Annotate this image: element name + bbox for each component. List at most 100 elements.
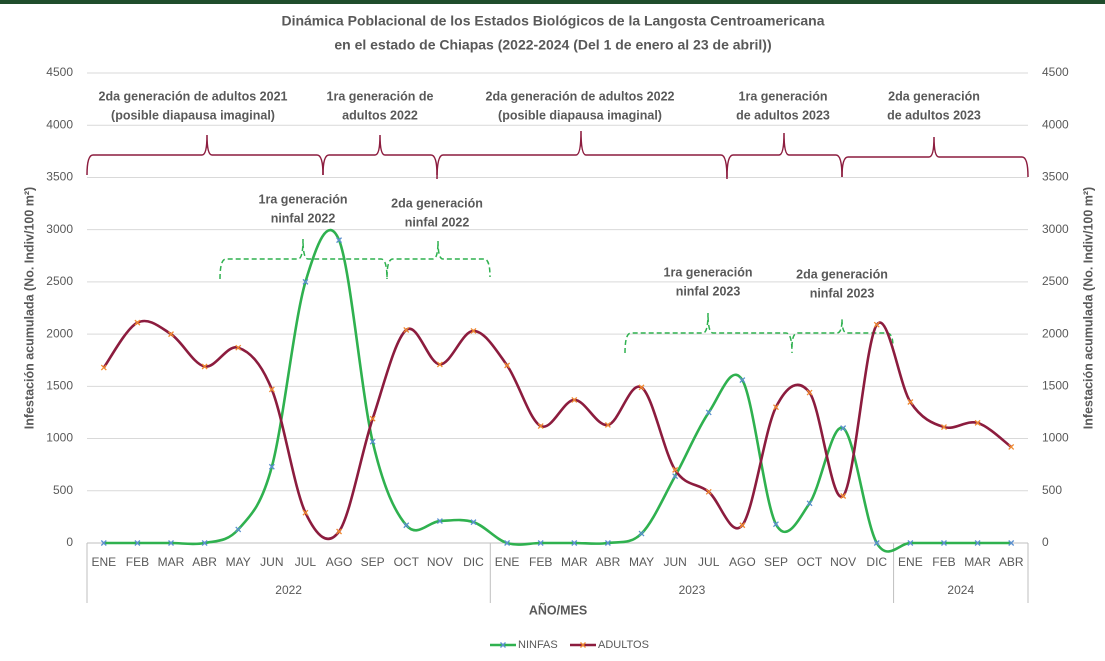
annotation: adultos 2022 bbox=[342, 108, 418, 122]
data-marker bbox=[369, 415, 376, 422]
x-tick-label: MAR bbox=[561, 555, 588, 569]
data-marker bbox=[840, 493, 847, 499]
data-marker bbox=[235, 344, 242, 351]
x-tick-label: DIC bbox=[463, 555, 484, 569]
data-marker bbox=[436, 361, 443, 368]
y2-tick-label: 3000 bbox=[1042, 222, 1069, 236]
y-tick-label: 4000 bbox=[46, 117, 73, 131]
y2-tick-label: 3500 bbox=[1042, 170, 1069, 184]
y-tick-label: 2000 bbox=[46, 326, 73, 340]
y-tick-label: 1000 bbox=[46, 431, 73, 445]
annotation: 1ra generación bbox=[664, 265, 753, 279]
x-tick-label: JUL bbox=[698, 555, 720, 569]
data-marker bbox=[201, 363, 208, 370]
x-tick-label: NOV bbox=[830, 555, 856, 569]
data-marker bbox=[974, 540, 981, 546]
data-marker bbox=[302, 509, 309, 516]
legend-marker bbox=[500, 642, 506, 648]
chart-title: Dinámica Poblacional de los Estados Biol… bbox=[281, 13, 824, 29]
data-marker bbox=[974, 419, 981, 426]
x-tick-label: ENE bbox=[91, 555, 116, 569]
data-marker bbox=[571, 540, 578, 546]
x-group-label: 2024 bbox=[947, 583, 974, 597]
y2-tick-label: 0 bbox=[1042, 535, 1049, 549]
data-marker bbox=[168, 540, 174, 546]
data-marker bbox=[1008, 443, 1015, 450]
data-marker bbox=[201, 540, 208, 546]
annotation: 2da generación bbox=[888, 89, 980, 103]
annotation: (posible diapausa imaginal) bbox=[498, 108, 662, 122]
x-tick-label: ENE bbox=[898, 555, 923, 569]
annotation: 2da generación bbox=[391, 196, 483, 210]
annotation: 2da generación bbox=[796, 267, 888, 281]
y-tick-label: 0 bbox=[66, 535, 73, 549]
y2-tick-label: 2500 bbox=[1042, 274, 1069, 288]
data-marker bbox=[739, 522, 746, 529]
bracket bbox=[322, 134, 438, 176]
y-tick-label: 2500 bbox=[46, 274, 73, 288]
data-marker bbox=[907, 540, 914, 546]
annotation: 2da generación de adultos 2021 bbox=[99, 89, 288, 103]
top-bar bbox=[0, 0, 1105, 4]
data-marker bbox=[840, 425, 847, 432]
x-tick-label: AGO bbox=[326, 555, 353, 569]
data-marker bbox=[336, 528, 343, 535]
data-marker bbox=[100, 540, 107, 546]
data-marker bbox=[302, 278, 309, 285]
data-marker bbox=[873, 321, 880, 328]
x-tick-label: SEP bbox=[361, 555, 385, 569]
legend-label: NINFAS bbox=[518, 639, 558, 651]
annotation: de adultos 2023 bbox=[887, 108, 981, 122]
data-marker bbox=[436, 518, 443, 525]
data-marker bbox=[168, 331, 174, 338]
data-marker bbox=[638, 530, 645, 537]
data-marker bbox=[772, 404, 779, 411]
data-marker bbox=[941, 424, 947, 431]
y2-tick-label: 500 bbox=[1042, 483, 1062, 497]
x-tick-label: MAY bbox=[226, 555, 251, 569]
data-marker bbox=[873, 540, 880, 546]
data-marker bbox=[705, 409, 712, 416]
bracket bbox=[386, 240, 491, 278]
x-tick-label: ABR bbox=[999, 555, 1024, 569]
data-marker bbox=[672, 473, 679, 480]
y2-tick-label: 4000 bbox=[1042, 117, 1069, 131]
bracket bbox=[436, 130, 728, 180]
x-tick-label: ENE bbox=[495, 555, 520, 569]
x-tick-label: OCT bbox=[797, 555, 823, 569]
x-tick-label: NOV bbox=[427, 555, 453, 569]
x-tick-label: MAY bbox=[629, 555, 654, 569]
y2-axis-label: Infestación acumulada (No. Indiv/100 m²) bbox=[1081, 187, 1095, 429]
data-marker bbox=[638, 384, 645, 391]
data-marker bbox=[739, 377, 746, 384]
x-group-label: 2022 bbox=[275, 583, 302, 597]
annotation: 2da generación de adultos 2022 bbox=[486, 89, 675, 103]
annotation: de adultos 2023 bbox=[736, 108, 830, 122]
data-marker bbox=[571, 396, 578, 403]
data-marker bbox=[403, 326, 410, 333]
y-axis-label: Infestación acumulada (No. Indiv/100 m²) bbox=[22, 187, 36, 429]
data-marker bbox=[134, 319, 141, 326]
x-tick-label: JUL bbox=[295, 555, 317, 569]
data-marker bbox=[672, 466, 679, 473]
data-marker bbox=[403, 522, 410, 529]
annotation: ninfal 2022 bbox=[271, 211, 336, 225]
data-marker bbox=[470, 328, 477, 334]
x-tick-label: ABR bbox=[596, 555, 621, 569]
annotation: 1ra generación de bbox=[327, 89, 434, 103]
annotation: (posible diapausa imaginal) bbox=[111, 108, 275, 122]
x-tick-label: ABR bbox=[192, 555, 217, 569]
annotation: ninfal 2023 bbox=[676, 284, 741, 298]
annotation: 1ra generación bbox=[739, 89, 828, 103]
x-tick-label: DIC bbox=[866, 555, 887, 569]
x-tick-label: FEB bbox=[529, 555, 552, 569]
x-tick-label: JUN bbox=[260, 555, 283, 569]
x-tick-label: OCT bbox=[394, 555, 420, 569]
bracket bbox=[726, 132, 843, 178]
bracket bbox=[624, 312, 793, 354]
x-tick-label: JUN bbox=[663, 555, 686, 569]
annotation: 1ra generación bbox=[259, 192, 348, 206]
legend-marker bbox=[580, 642, 586, 648]
x-tick-label: MAR bbox=[964, 555, 991, 569]
